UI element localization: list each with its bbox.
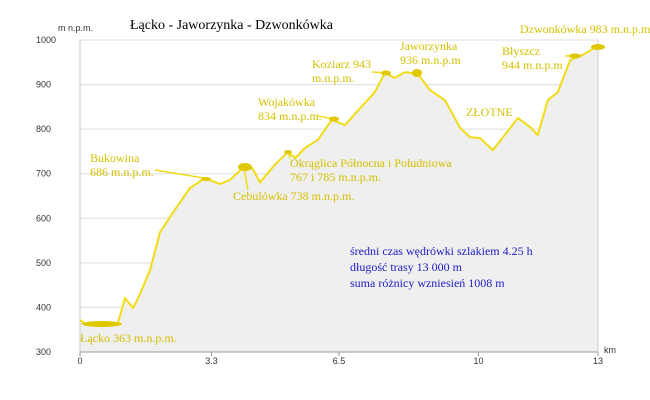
annotation-marker — [412, 69, 422, 77]
annotation-leader — [243, 167, 249, 191]
annotation: Bukowina — [90, 151, 140, 165]
annotation-marker — [591, 44, 605, 50]
annotation: Jaworzynka — [400, 39, 458, 53]
y-tick-label: 400 — [36, 302, 51, 312]
info-text: długość trasy 13 000 m — [350, 260, 463, 274]
annotation-marker — [329, 116, 339, 122]
info-text: suma różnicy wzniesień 1008 m — [350, 276, 505, 290]
annotation-marker — [569, 53, 581, 59]
x-axis-label: km — [604, 345, 616, 355]
line — [79, 44, 599, 325]
area — [80, 45, 598, 353]
annotation: ZŁOTNE — [466, 105, 513, 119]
x-tick-label: 6.5 — [333, 356, 346, 366]
y-tick-label: 1000 — [36, 35, 56, 45]
annotation-marker — [238, 163, 252, 171]
annotation: Dzwonkówka 983 m.n.p.m — [520, 22, 650, 36]
x-tick-label: 13 — [593, 356, 603, 366]
annotation-marker — [201, 177, 211, 181]
annotation: m.n.p.m. — [312, 71, 355, 85]
annotation: Błyszcz — [502, 44, 540, 58]
y-tick-label: 900 — [36, 80, 51, 90]
annotation: Okrąglica Północna i Południowa — [290, 156, 452, 170]
annotation: 944 m.n.p.m — [502, 58, 563, 72]
info-text: średni czas wędrówki szlakiem 4.25 h — [350, 244, 533, 258]
chart-title: Łącko - Jaworzynka - Dzwonkówka — [130, 18, 334, 33]
annotation-marker — [284, 150, 292, 154]
annotation: 686 m.n.p.m. — [90, 165, 154, 179]
annotation: Cebulówka 738 m.n.p.m. — [233, 189, 354, 203]
y-tick-label: 700 — [36, 169, 51, 179]
y-tick-label: 500 — [36, 258, 51, 268]
annotation: 936 m.n.p.m — [400, 53, 461, 67]
annotation: Wojakówka — [258, 95, 316, 109]
annotation-marker — [82, 321, 122, 327]
y-tick-label: 600 — [36, 213, 51, 223]
y-tick-label: 800 — [36, 124, 51, 134]
annotation: 834 m.n.p.m. — [258, 109, 322, 123]
x-tick-label: 10 — [473, 356, 483, 366]
y-tick-label: 300 — [36, 347, 51, 357]
annotation: Łącko 363 m.n.p.m. — [80, 331, 177, 345]
annotation: 767 i 785 m.n.p.m. — [290, 170, 381, 184]
x-tick-label: 0 — [77, 356, 82, 366]
annotation: Koziarz 943 — [312, 57, 371, 71]
annotation-marker — [381, 70, 391, 76]
annotation-leader — [154, 169, 211, 180]
x-tick-label: 3.3 — [205, 356, 218, 366]
y-axis-label: m n.p.m. — [58, 23, 93, 33]
